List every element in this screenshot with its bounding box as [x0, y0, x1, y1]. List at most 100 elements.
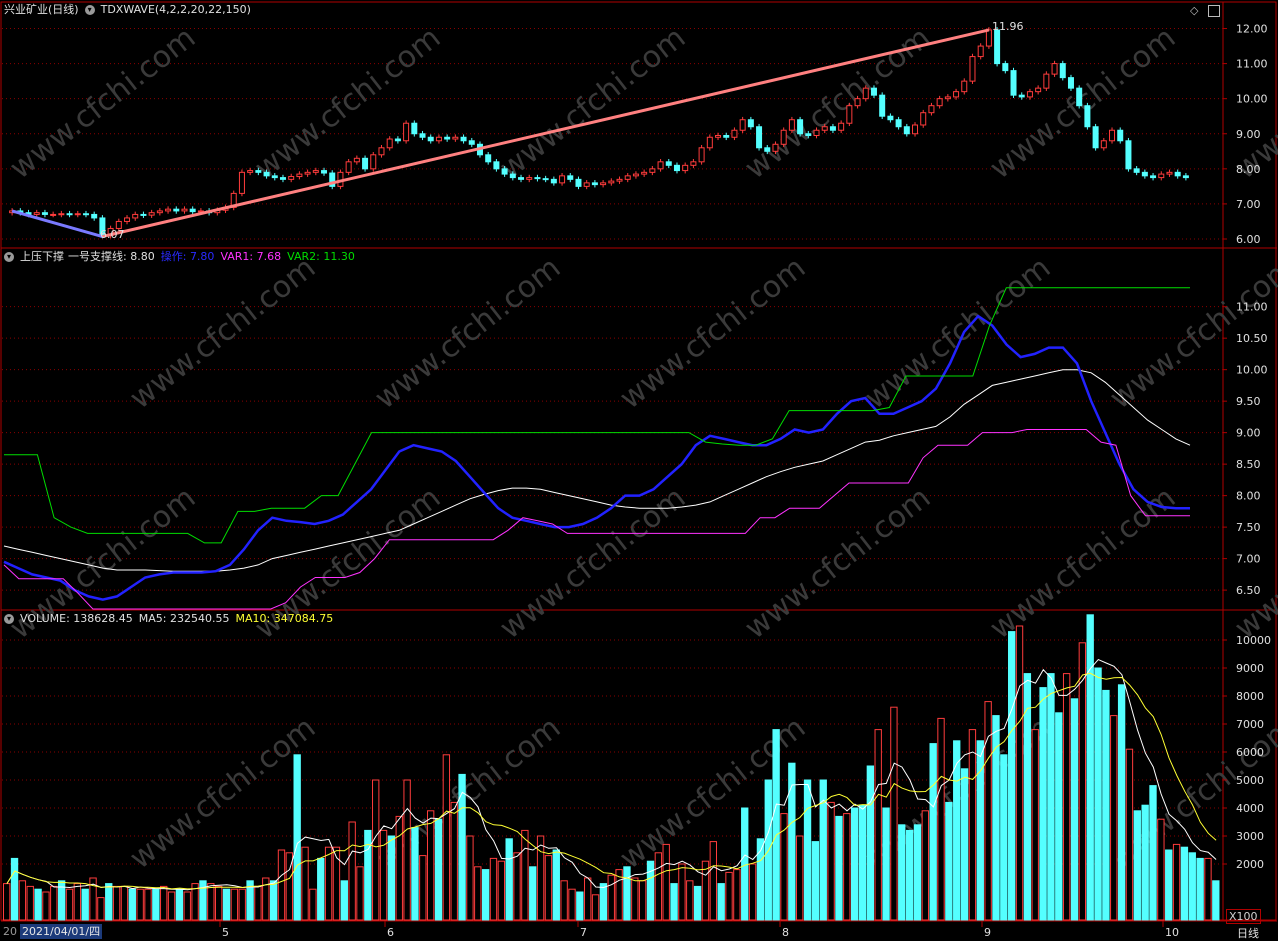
volume-bar [136, 888, 144, 921]
candle-body [1092, 126, 1099, 149]
candle-body [468, 140, 475, 145]
candle-body [1010, 70, 1017, 96]
candle-body [493, 161, 500, 170]
candle-body [526, 177, 533, 180]
volume-bar [411, 827, 419, 921]
volume-bar [26, 885, 34, 921]
candle-body [296, 173, 303, 178]
indicator-name[interactable]: TDXWAVE(4,2,2,20,22,150) [100, 3, 251, 16]
volume-bar [1157, 818, 1165, 921]
volume-toggle-icon[interactable]: ▾ [4, 614, 14, 624]
indicator-line-1 [3, 369, 1191, 572]
volume-bar [505, 838, 513, 921]
volume-bar [662, 843, 670, 921]
volume-ma10-line [6, 672, 1217, 890]
candle-body [1150, 175, 1157, 179]
candle-body [953, 91, 960, 98]
xaxis-start: 20 [3, 925, 17, 938]
volume-tick-label: 9000 [1236, 662, 1264, 675]
volume-bar [160, 885, 168, 921]
candle-body [994, 29, 1001, 65]
candle-body [805, 133, 812, 137]
candle-body [706, 136, 713, 149]
candle-body [797, 119, 804, 135]
indicator-toggle-icon[interactable]: ▾ [84, 5, 95, 15]
volume-bar [112, 885, 121, 921]
candle-body [928, 105, 935, 114]
candle-body [756, 126, 763, 149]
volume-bar [379, 829, 388, 921]
indicator-line-4 [4, 287, 1190, 544]
volume-bar [1149, 785, 1157, 921]
candle-body [1100, 140, 1107, 149]
window-restore-icon[interactable] [1208, 5, 1220, 17]
candle-body [813, 129, 820, 137]
candle-body [977, 45, 984, 58]
month-label: 9 [984, 926, 991, 939]
candle-body [608, 180, 615, 184]
candle-body [1002, 63, 1009, 72]
period-label[interactable]: 日线 [1237, 927, 1259, 940]
candle-body [279, 177, 286, 180]
volume-bar [890, 706, 898, 921]
volume-bar [1039, 687, 1047, 921]
candle-body [304, 171, 311, 175]
candle-body [903, 126, 910, 135]
indicator2-toggle-icon[interactable]: ▾ [4, 252, 14, 262]
candle-body [739, 119, 746, 131]
candle-body [788, 119, 795, 131]
line1-value: 8.80 [130, 250, 155, 263]
volume-bar [1000, 754, 1008, 921]
volume-bar [262, 877, 270, 921]
cursor-date-label[interactable]: 2021/04/01/四 [20, 924, 103, 939]
candle-body [854, 98, 861, 107]
high-price-label: 11.96 [992, 20, 1024, 33]
volume-bar [953, 740, 961, 921]
panel2-header: ▾ 上压下撑 一号支撑线: 8.80 操作: 7.80 VAR1: 7.68 VAR2: … [4, 250, 361, 264]
line4-value: 11.30 [323, 250, 355, 263]
candle-body [1158, 173, 1165, 179]
volume-bar [701, 860, 710, 921]
volume-bar [34, 888, 42, 921]
volume-bar [811, 841, 820, 921]
price-tick-label: 11.00 [1236, 58, 1268, 71]
watermark-text: www.cfchi.com [123, 250, 322, 416]
volume-bar [285, 852, 294, 921]
volume-bar [513, 852, 521, 921]
volume-bar [686, 880, 694, 921]
month-label: 8 [782, 926, 789, 939]
candle-body [1117, 129, 1124, 142]
candle-body [624, 175, 631, 180]
candle-body [394, 138, 401, 142]
volume-bar [191, 883, 199, 921]
candle-body [673, 164, 680, 172]
line4-label: VAR2: [287, 250, 320, 263]
month-label: 10 [1165, 926, 1179, 939]
candle-body [764, 147, 771, 152]
watermark-text: www.cfchi.com [858, 250, 1057, 416]
volume-bar [419, 855, 427, 921]
volume-bar [1062, 673, 1071, 921]
volume-bar [1078, 642, 1087, 921]
candle-body [124, 217, 131, 222]
candle-body [1067, 77, 1074, 89]
candle-body [772, 143, 779, 152]
volume-bar [584, 877, 592, 921]
indicator2-name[interactable]: 上压下撑 [20, 250, 64, 263]
volume-bar [866, 765, 875, 921]
candle-body [829, 126, 836, 131]
volume-bar [81, 888, 89, 921]
diamond-icon[interactable]: ◇ [1190, 4, 1199, 17]
watermark-text: www.cfchi.com [493, 480, 692, 646]
candle-body [41, 212, 48, 215]
candle-body [353, 157, 360, 163]
stock-title[interactable]: 兴业矿业(日线) [4, 3, 79, 16]
indicator-tick-label: 6.50 [1236, 584, 1261, 597]
candle-body [821, 126, 828, 131]
volume-bar [929, 743, 937, 921]
volume-bar [945, 801, 953, 921]
candle-body [862, 87, 869, 100]
candle-body [419, 133, 426, 138]
volume-bar [277, 849, 286, 921]
volume-bar [623, 866, 631, 921]
